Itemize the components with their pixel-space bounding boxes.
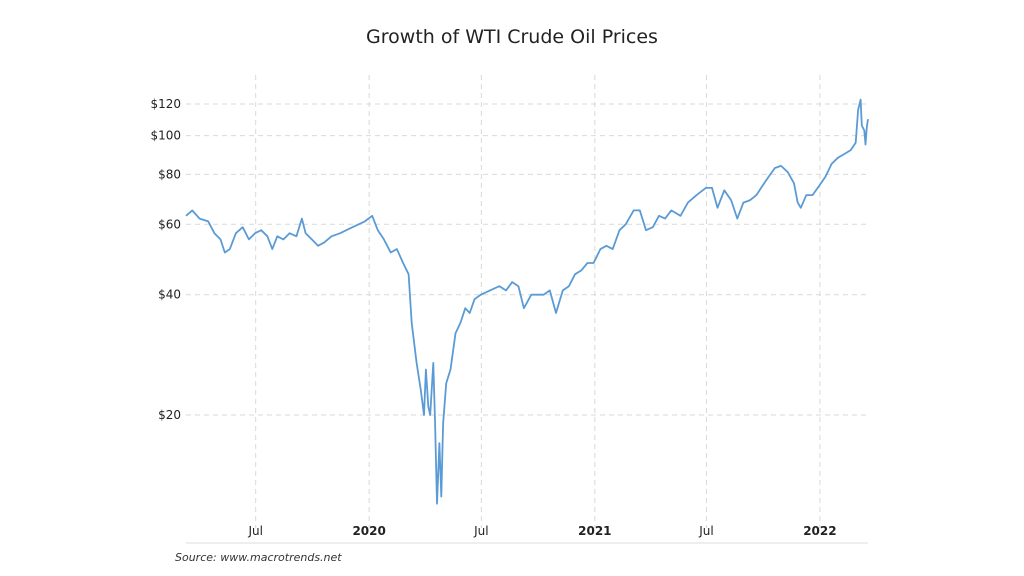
x-tick-label: 2020 (352, 524, 385, 538)
price-series-line (185, 98, 869, 505)
y-tick-label: $40 (158, 288, 181, 302)
y-tick-label: $100 (150, 129, 181, 143)
y-tick-label: $60 (158, 217, 181, 231)
x-axis: Jul 2020 Jul 2021 Jul 2022 (247, 524, 836, 538)
gridlines (186, 75, 868, 528)
y-tick-label: $80 (158, 167, 181, 181)
x-tick-label: Jul (698, 524, 713, 538)
y-tick-label: $20 (158, 408, 181, 422)
x-tick-label: 2021 (578, 524, 611, 538)
x-tick-label: Jul (473, 524, 488, 538)
x-tick-label: 2022 (803, 524, 836, 538)
y-tick-label: $120 (150, 97, 181, 111)
y-axis: $20 $40 $60 $80 $100 $120 (150, 97, 181, 422)
source-note: Source: www.macrotrends.net (175, 551, 342, 564)
chart-title: Growth of WTI Crude Oil Prices (366, 26, 658, 48)
x-tick-label: Jul (247, 524, 262, 538)
